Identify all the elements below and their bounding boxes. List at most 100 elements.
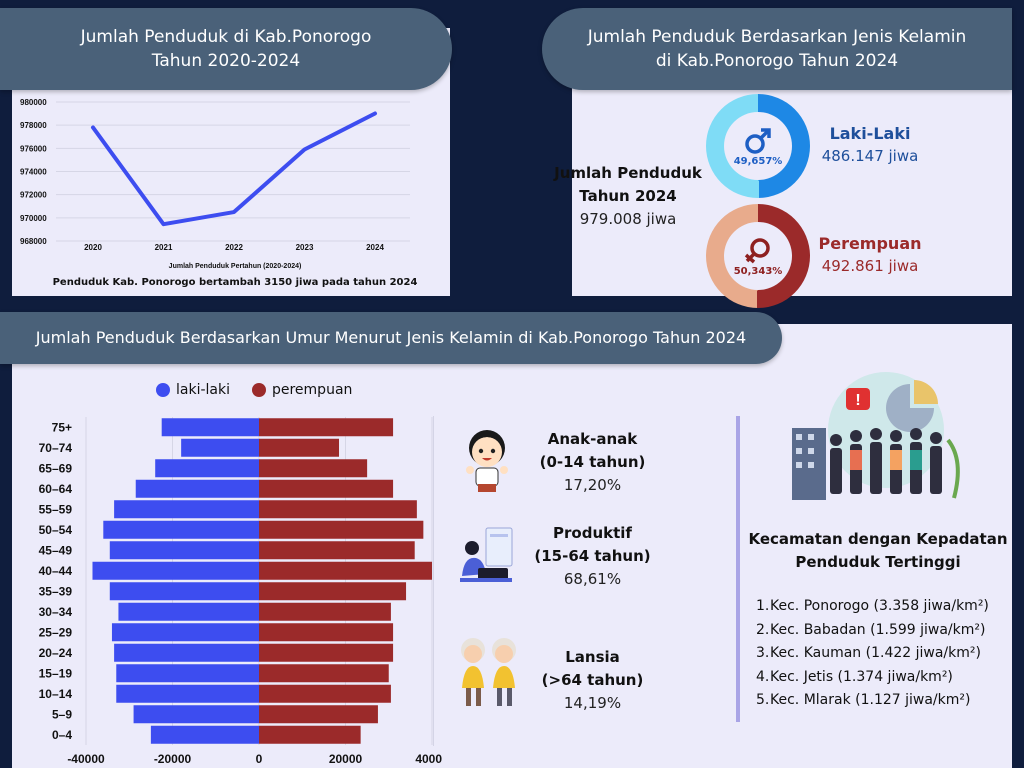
kecamatan-item-text: Kec. Kauman (1.422 jiwa/km²) bbox=[770, 645, 981, 661]
pyramid-category-label: 30–34 bbox=[39, 605, 73, 619]
total-title-2: Tahun 2024 bbox=[579, 187, 677, 205]
age-group-2-value: 14,19% bbox=[563, 694, 622, 712]
pyramid-category-label: 70–74 bbox=[39, 441, 73, 455]
pyramid-bar-female bbox=[259, 418, 394, 437]
child-icon bbox=[466, 430, 508, 492]
pyramid-category-label: 25–29 bbox=[39, 625, 73, 639]
pyramid-bar-female bbox=[259, 643, 394, 662]
pyramid-xtick: -20000 bbox=[154, 752, 192, 766]
legend-male-swatch bbox=[156, 383, 170, 397]
pyramid-bar-male bbox=[116, 664, 260, 683]
worker-icon bbox=[460, 527, 513, 582]
pyramid-category-label: 50–54 bbox=[39, 523, 73, 537]
legend-female-swatch bbox=[251, 383, 266, 397]
divider-left bbox=[433, 416, 434, 746]
pyramid-category-label: 5–9 bbox=[52, 707, 72, 721]
kecamatan-title-2: Penduduk Tertinggi bbox=[795, 553, 961, 571]
line-chart-ytick: 978000 bbox=[20, 121, 47, 130]
kecamatan-item-text: Kec. Babadan (1.599 jiwa/km²) bbox=[770, 621, 986, 638]
pyramid-bar-female bbox=[259, 479, 394, 498]
pyramid-bar-male bbox=[133, 705, 259, 724]
age-group-0-value: 17,20% bbox=[563, 476, 622, 494]
pyramid-bar-female bbox=[259, 582, 407, 601]
pyramid-bar-female bbox=[259, 500, 417, 519]
line-chart-header-line1: Jumlah Penduduk di Kab.Ponorogo bbox=[80, 27, 372, 47]
pyramid-bar-male bbox=[116, 684, 260, 703]
pyramid-bar-female bbox=[259, 664, 389, 683]
pyramid-bar-male bbox=[135, 479, 259, 498]
pyramid-bar-female bbox=[259, 705, 378, 724]
gender-header-line1: Jumlah Penduduk Berdasarkan Jenis Kelami… bbox=[587, 27, 967, 47]
female-symbol-icon bbox=[744, 237, 770, 263]
pyramid-bar-male bbox=[111, 623, 259, 642]
age-group-2-title: Lansia bbox=[565, 648, 620, 666]
age-group-2-range: (>64 tahun) bbox=[541, 671, 644, 689]
pyramid-header-text: Jumlah Penduduk Berdasarkan Umur Menurut… bbox=[35, 328, 747, 347]
kecamatan-item-text: Kec. Jetis (1.374 jiwa/km²) bbox=[770, 668, 953, 685]
male-symbol-icon bbox=[745, 127, 771, 154]
pyramid-category-label: 45–49 bbox=[39, 543, 73, 557]
kecamatan-item: 1.Kec. Ponorogo (3.358 jiwa/km²) bbox=[756, 598, 989, 614]
pyramid-category-label: 55–59 bbox=[39, 502, 73, 516]
pyramid-bar-male bbox=[161, 418, 259, 437]
age-group-1-range: (15-64 tahun) bbox=[534, 547, 651, 565]
pyramid-bar-male bbox=[109, 541, 259, 560]
pyramid-bar-female bbox=[259, 561, 432, 580]
pyramid-xtick: -40000 bbox=[67, 752, 105, 766]
pyramid-category-label: 65–69 bbox=[39, 461, 73, 475]
pyramid-bar-male bbox=[118, 602, 259, 621]
line-chart-xtick: 2023 bbox=[296, 243, 314, 252]
kecamatan-list: 1.Kec. Ponorogo (3.358 jiwa/km²) 2.Kec. … bbox=[756, 595, 989, 713]
pyramid-category-label: 40–44 bbox=[39, 564, 73, 578]
line-chart-ytick: 980000 bbox=[20, 98, 47, 107]
pyramid-xtick: 20000 bbox=[329, 752, 363, 766]
line-chart-caption: Penduduk Kab. Ponorogo bertambah 3150 ji… bbox=[52, 277, 418, 288]
pyramid-bar-male bbox=[92, 561, 259, 580]
age-group-1-title: Produktif bbox=[553, 524, 632, 542]
pyramid-category-label: 10–14 bbox=[39, 687, 73, 701]
kecamatan-item: 2.Kec. Babadan (1.599 jiwa/km²) bbox=[756, 621, 986, 638]
kecamatan-item: 3.Kec. Kauman (1.422 jiwa/km²) bbox=[756, 645, 981, 661]
line-chart-xtick: 2022 bbox=[225, 243, 243, 252]
line-chart-ytick: 970000 bbox=[20, 214, 47, 223]
divider-right bbox=[736, 416, 740, 722]
male-value: 486.147 jiwa bbox=[821, 147, 919, 165]
kecamatan-title-1: Kecamatan dengan Kepadatan bbox=[748, 530, 1008, 548]
pyramid-category-label: 0–4 bbox=[52, 728, 72, 742]
line-chart-ytick: 976000 bbox=[20, 144, 47, 153]
pyramid-bar-male bbox=[155, 459, 259, 478]
pyramid-bar-male bbox=[109, 582, 259, 601]
pyramid-bar-female bbox=[259, 459, 368, 478]
line-chart-header: Jumlah Penduduk di Kab.Ponorogo Tahun 20… bbox=[0, 8, 452, 90]
kecamatan-item-text: Kec. Ponorogo (3.358 jiwa/km²) bbox=[770, 598, 989, 614]
legend-female-label: perempuan bbox=[271, 382, 353, 398]
pyramid-bar-male bbox=[181, 438, 259, 457]
pyramid-bar-female bbox=[259, 541, 415, 560]
pyramid-bar-female bbox=[259, 520, 424, 539]
population-line-chart: 968000 970000 972000 974000 976000 978000 9800… bbox=[20, 98, 410, 270]
svg-text:!: ! bbox=[855, 392, 860, 409]
pyramid-bar-female bbox=[259, 602, 391, 621]
female-donut: 50,343% bbox=[706, 204, 810, 308]
line-chart-xtick: 2020 bbox=[84, 243, 102, 252]
population-line bbox=[91, 111, 377, 227]
pyramid-category-label: 60–64 bbox=[39, 482, 73, 496]
line-chart-ytick: 972000 bbox=[20, 191, 47, 200]
age-group-0-range: (0-14 tahun) bbox=[539, 453, 646, 471]
male-donut: 49,657% bbox=[706, 94, 810, 198]
kecamatan-item-text: Kec. Mlarak (1.127 jiwa/km²) bbox=[770, 692, 971, 708]
elderly-icon bbox=[461, 638, 516, 706]
pyramid-legend: laki-laki perempuan bbox=[156, 382, 352, 398]
pyramid-bar-male bbox=[103, 520, 259, 539]
pyramid-header: Jumlah Penduduk Berdasarkan Umur Menurut… bbox=[0, 312, 782, 364]
gender-header-line2: di Kab.Ponorogo Tahun 2024 bbox=[655, 51, 899, 71]
pyramid-category-label: 35–39 bbox=[39, 584, 73, 598]
pyramid-bar-male bbox=[114, 500, 259, 519]
line-chart-xtick: 2024 bbox=[366, 243, 384, 252]
pyramid-bar-female bbox=[259, 725, 361, 744]
line-chart-ytick: 974000 bbox=[20, 168, 47, 177]
male-percent: 49,657% bbox=[733, 155, 783, 167]
female-percent: 50,343% bbox=[733, 265, 783, 277]
gender-header: Jumlah Penduduk Berdasarkan Jenis Kelami… bbox=[542, 8, 1012, 90]
pyramid-bar-female bbox=[259, 438, 340, 457]
